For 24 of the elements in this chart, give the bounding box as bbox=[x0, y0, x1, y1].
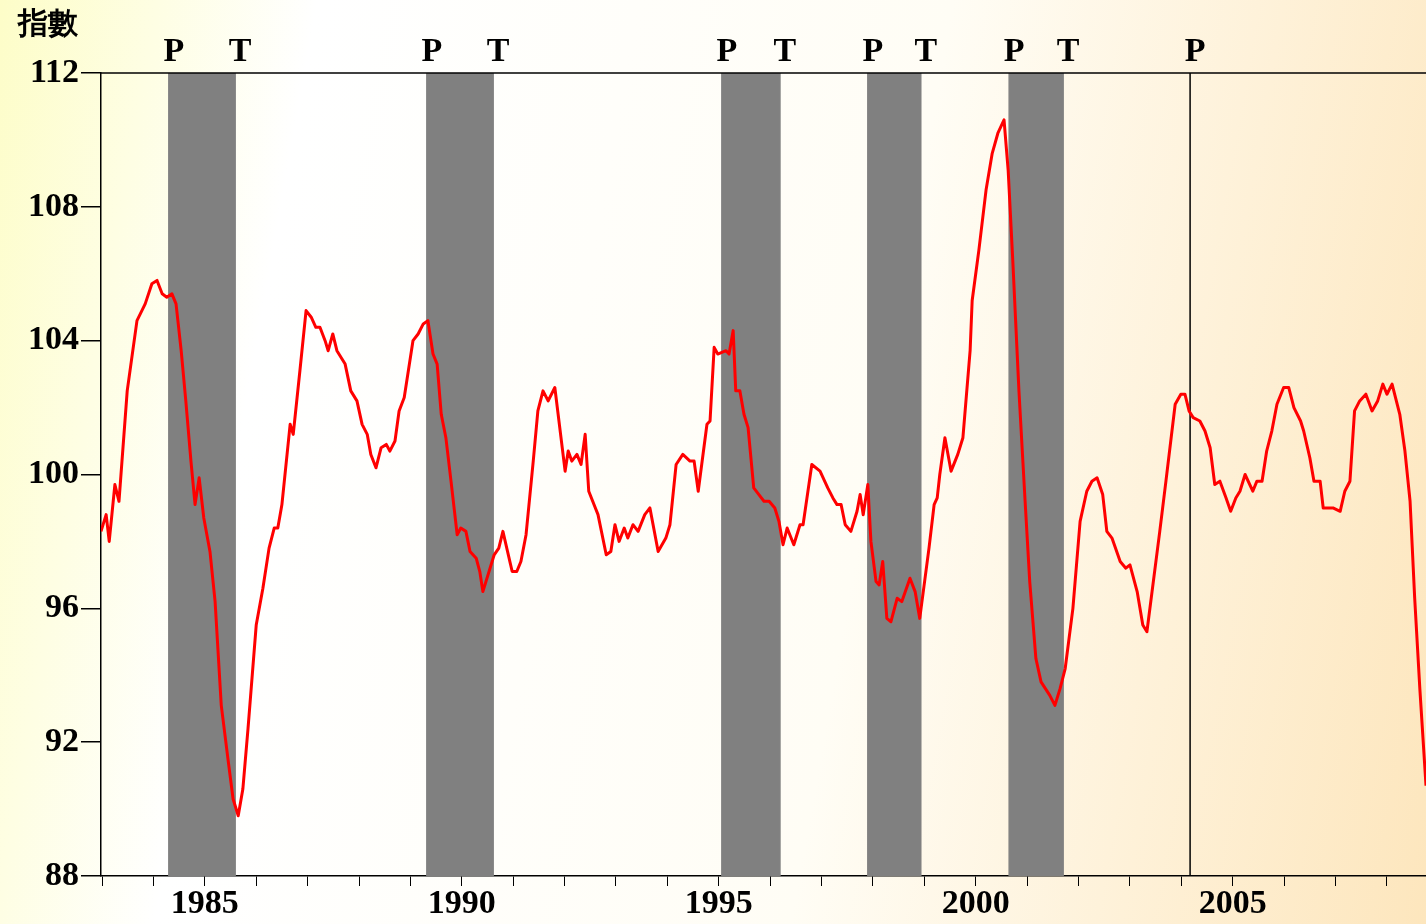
ref-line-label: T bbox=[486, 30, 510, 68]
x-tick-label: 1990 bbox=[427, 883, 496, 921]
y-axis-title: 指數 bbox=[17, 4, 79, 40]
x-tick-label: 2005 bbox=[1198, 883, 1267, 921]
y-tick-label: 100 bbox=[28, 453, 79, 491]
ref-line-label: P bbox=[1184, 30, 1206, 68]
y-tick-label: 112 bbox=[29, 51, 79, 89]
ref-line-label: T bbox=[773, 30, 797, 68]
y-tick-label: 108 bbox=[28, 185, 79, 223]
ref-line-label: P bbox=[421, 30, 443, 68]
ref-line-label: T bbox=[228, 30, 252, 68]
ref-line-label: T bbox=[1056, 30, 1080, 68]
x-tick-label: 1985 bbox=[170, 883, 239, 921]
ref-line-label: P bbox=[1003, 30, 1025, 68]
ref-line-label: T bbox=[914, 30, 938, 68]
ref-line-label: P bbox=[862, 30, 884, 68]
x-tick-label: 2000 bbox=[941, 883, 1010, 921]
ref-line-label: P bbox=[716, 30, 738, 68]
y-tick-label: 92 bbox=[45, 720, 79, 758]
ref-line-label: P bbox=[163, 30, 185, 68]
y-tick-label: 104 bbox=[28, 319, 79, 357]
y-tick-label: 96 bbox=[45, 587, 79, 625]
x-tick-label: 1995 bbox=[684, 883, 753, 921]
y-tick-label: 88 bbox=[45, 854, 79, 892]
